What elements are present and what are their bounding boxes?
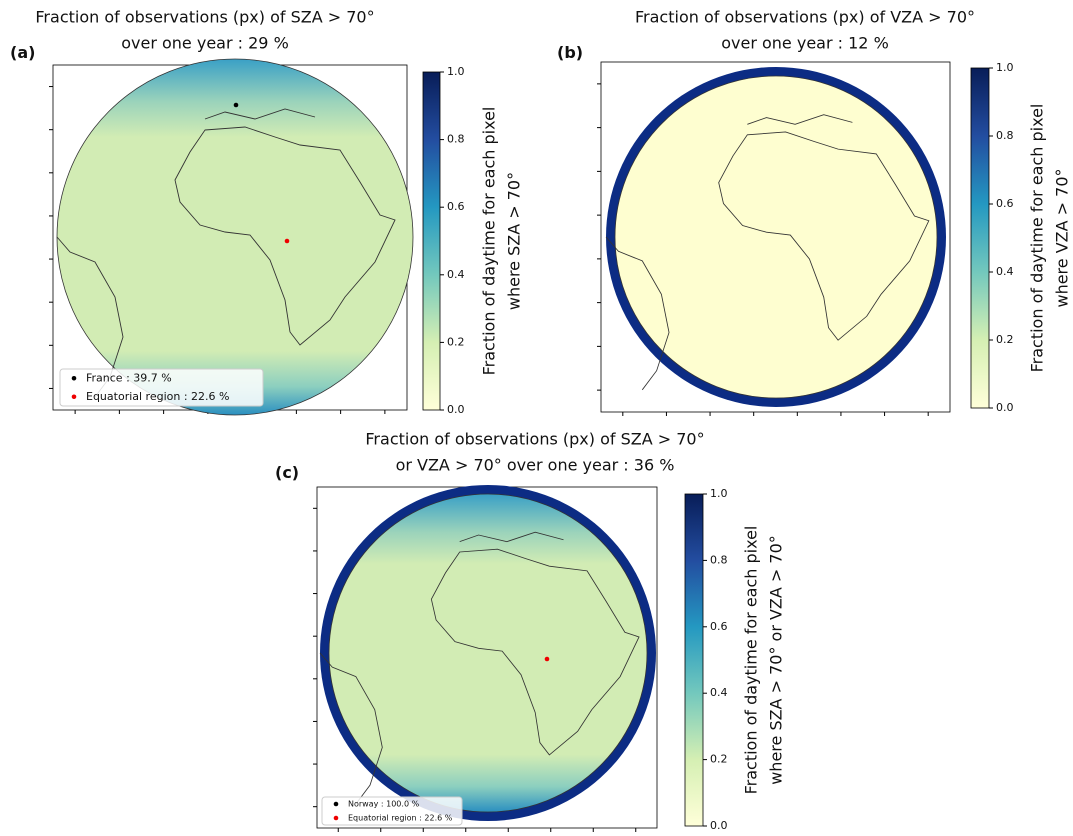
legend-label: Equatorial region : 22.6 % <box>348 814 453 823</box>
location-point <box>284 238 290 244</box>
panel-title: over one year : 12 % <box>721 34 889 53</box>
legend-marker <box>71 394 77 400</box>
colorbar-label: where SZA > 70° <box>505 172 524 310</box>
panel-label: (a) <box>10 43 35 62</box>
legend-label: Equatorial region : 22.6 % <box>86 390 230 403</box>
colorbar-label: Fraction of daytime for each pixel <box>480 107 499 376</box>
colorbar <box>970 67 990 409</box>
colorbar <box>422 71 441 411</box>
colorbar-tick-label: 1.0 <box>710 487 728 500</box>
panel-label: (b) <box>557 43 583 62</box>
colorbar-label: Fraction of daytime for each pixel <box>742 526 761 795</box>
panel-label: (c) <box>275 463 299 482</box>
colorbar-tick-label: 0.4 <box>710 686 728 699</box>
colorbar-tick-label: 0.0 <box>710 819 728 832</box>
colorbar-tick-label: 0.2 <box>447 335 465 348</box>
colorbar-tick-label: 0.8 <box>996 129 1014 142</box>
colorbar-tick-label: 0.6 <box>447 200 465 213</box>
globe <box>328 493 648 813</box>
location-point <box>233 102 239 108</box>
colorbar-tick-label: 1.0 <box>996 61 1014 74</box>
panel-title: or VZA > 70° over one year : 36 % <box>396 456 675 475</box>
panels: Fraction of observations (px) of SZA > 7… <box>10 8 1072 832</box>
colorbar-tick-label: 0.2 <box>996 333 1014 346</box>
legend-label: Norway : 100.0 % <box>348 800 420 809</box>
panel-title: Fraction of observations (px) of SZA > 7… <box>365 430 704 449</box>
legend-marker <box>333 801 339 807</box>
globe <box>614 75 938 399</box>
colorbar-tick-label: 0.0 <box>996 401 1014 414</box>
colorbar-tick-label: 0.4 <box>996 265 1014 278</box>
colorbar-tick-label: 0.6 <box>710 620 728 633</box>
location-point <box>544 656 550 662</box>
colorbar-label: where VZA > 70° <box>1053 168 1072 307</box>
colorbar-tick-label: 0.8 <box>710 553 728 566</box>
colorbar-tick-label: 0.2 <box>710 753 728 766</box>
legend-marker <box>71 375 77 381</box>
colorbar-tick-label: 0.8 <box>447 133 465 146</box>
panel-title: Fraction of observations (px) of VZA > 7… <box>635 8 975 27</box>
legend-label: France : 39.7 % <box>86 371 172 384</box>
globe <box>56 58 414 416</box>
legend-box <box>321 796 463 826</box>
panel-title: over one year : 29 % <box>121 34 289 53</box>
colorbar-label: where SZA > 70° or VZA > 70° <box>767 535 786 785</box>
panel-title: Fraction of observations (px) of SZA > 7… <box>35 8 374 27</box>
colorbar-tick-label: 0.0 <box>447 403 465 416</box>
legend-box <box>59 368 264 407</box>
colorbar <box>684 493 704 827</box>
colorbar-tick-label: 0.6 <box>996 197 1014 210</box>
colorbar-tick-label: 1.0 <box>447 65 465 78</box>
colorbar-tick-label: 0.4 <box>447 268 465 281</box>
legend-marker <box>333 815 339 821</box>
colorbar-label: Fraction of daytime for each pixel <box>1028 104 1047 373</box>
